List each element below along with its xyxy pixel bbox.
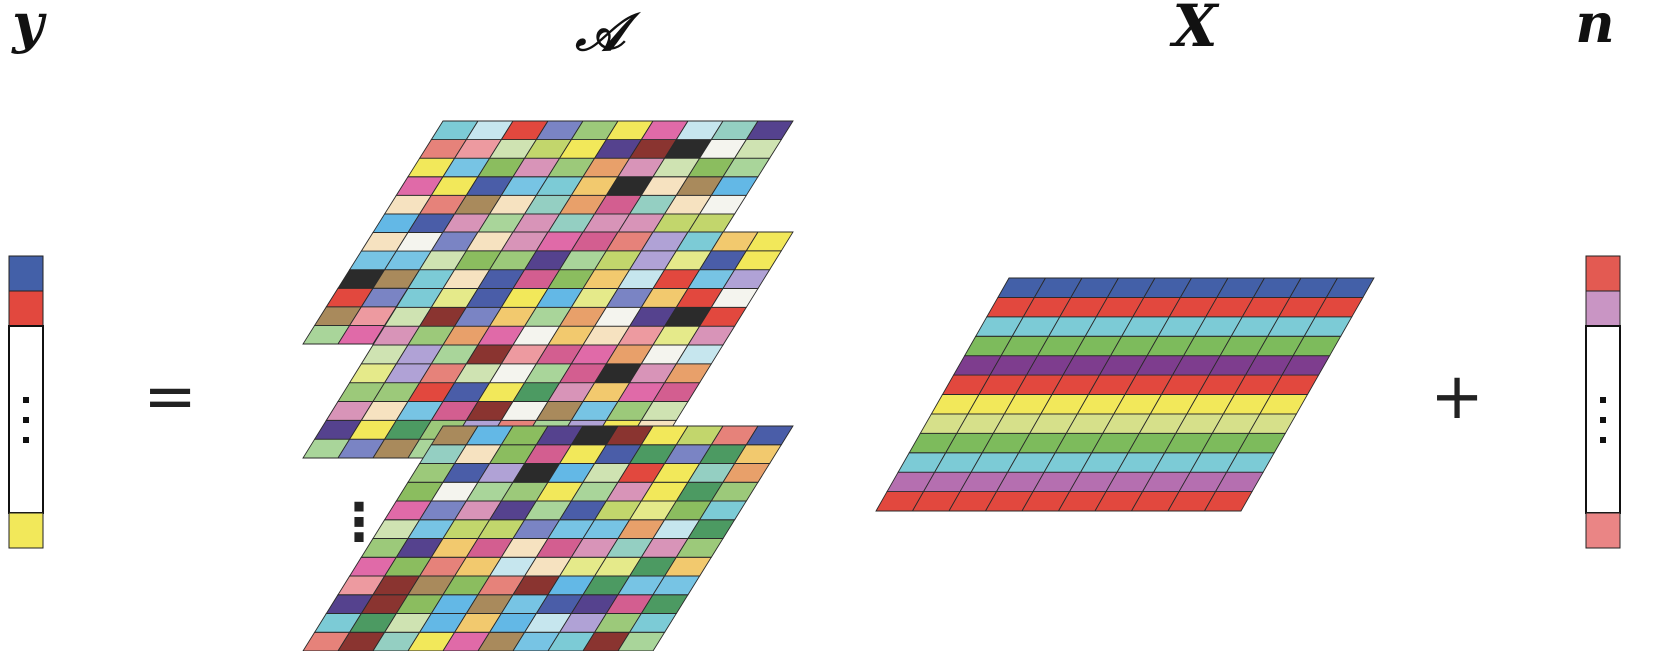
y-vector-ellipsis-dot-3 bbox=[23, 437, 29, 443]
stack-ellipsis: ⋮ bbox=[333, 493, 385, 553]
matrix-sheet-2-cell bbox=[745, 231, 794, 252]
label-y: y bbox=[11, 0, 47, 55]
n-vector-cell-2 bbox=[1585, 290, 1621, 327]
label-X: X bbox=[1168, 0, 1219, 60]
n-vector-ellipsis-dot-1 bbox=[1600, 397, 1606, 403]
y-vector-ellipsis-dot-1 bbox=[23, 397, 29, 403]
y-vector-ellipsis-dot-2 bbox=[23, 417, 29, 423]
label-A: 𝒜 bbox=[574, 2, 641, 63]
equals-sign: = bbox=[143, 360, 197, 434]
x-matrix-cell bbox=[1325, 277, 1375, 298]
n-vector-ellipsis-dot-3 bbox=[1600, 437, 1606, 443]
y-vector-cell-2 bbox=[8, 290, 44, 327]
matrix-sheet-3-cell bbox=[745, 425, 794, 446]
signal-matrix-x bbox=[875, 277, 1375, 512]
n-vector-cell-1 bbox=[1585, 255, 1621, 292]
n-vector-ellipsis-dot-2 bbox=[1600, 417, 1606, 423]
y-vector-cell-last bbox=[8, 512, 44, 549]
noise-vector bbox=[1585, 255, 1621, 549]
plus-sign: + bbox=[1430, 360, 1484, 434]
matrix-sheet-3 bbox=[302, 425, 794, 651]
sensing-matrix-stack bbox=[302, 120, 794, 651]
y-vector-cell-1 bbox=[8, 255, 44, 292]
y-vector bbox=[8, 255, 44, 549]
n-vector-cell-last bbox=[1585, 512, 1621, 549]
matrix-sheet-1-cell bbox=[745, 120, 794, 141]
label-n: n bbox=[1575, 0, 1614, 55]
